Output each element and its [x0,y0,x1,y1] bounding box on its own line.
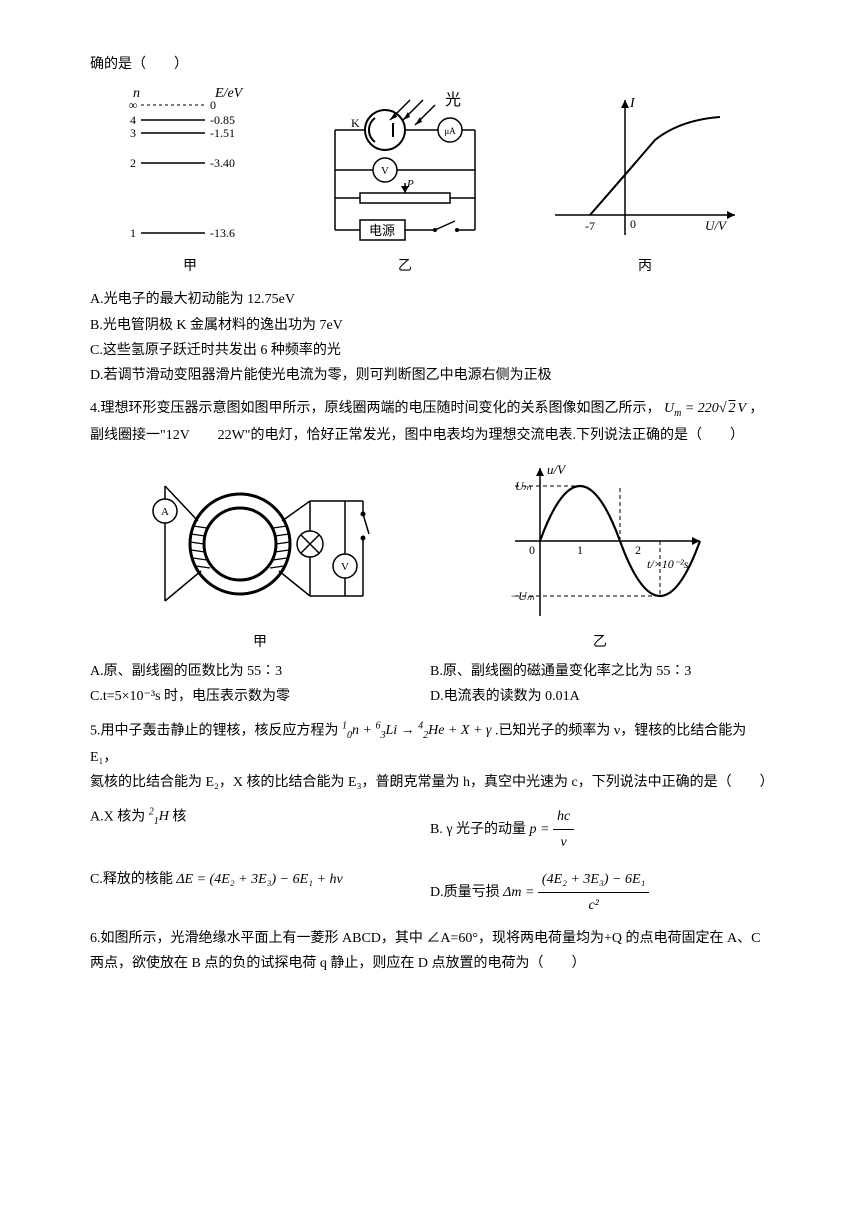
svg-text:∞: ∞ [129,98,138,112]
q3-iv-graph: I U/V -7 0 丙 [545,85,745,279]
t-axis-label: t/×10⁻²s [647,557,689,571]
svg-text:-0.85: -0.85 [210,113,235,127]
um-expr: Um = 220√2V [664,401,749,416]
ammeter-label: A [161,506,169,518]
origin: 0 [630,217,636,231]
q4-fig-label-yi: 乙 [485,630,715,655]
p-label: P [406,178,414,190]
q3-optA: A.光电子的最大初动能为 12.75eV [90,287,770,312]
level-2: 2 -3.40 [130,156,235,170]
x1-label: 1 [577,543,583,557]
q4-stem: 4.理想环形变压器示意图如图甲所示，原线圈两端的电压随时间变化的关系图像如图乙所… [90,396,770,448]
level-4: 4 -0.85 [130,113,235,127]
svg-text:2: 2 [130,156,136,170]
reaction-equation: 10n + 63Li → 42He + X + γ [342,723,495,738]
iv-svg: I U/V -7 0 [545,85,745,250]
q3-fig-label-bing: 丙 [545,254,745,279]
level-inf: ∞ 0 [129,98,216,112]
svg-text:0: 0 [210,98,216,112]
q4-options: A.原、副线圈的匝数比为 55∶3 B.原、副线圈的磁通量变化率之比为 55∶3… [90,659,770,709]
u-axis: U/V [705,218,728,233]
q3-fig-label-yi: 乙 [315,254,495,279]
level-1: 1 -13.6 [130,226,235,240]
q3-fig-label-jia: 甲 [115,254,265,279]
e-axis-label: E/eV [214,86,244,101]
level-3: 3 -1.51 [130,126,235,140]
svg-text:4: 4 [130,113,136,127]
i-axis: I [629,96,636,111]
source-label: 电源 [369,223,395,238]
svg-text:1: 1 [130,226,136,240]
svg-text:-1.51: -1.51 [210,126,235,140]
q3-circuit: 光 K μA V [315,85,495,279]
q4-fig-label-jia: 甲 [145,630,375,655]
q5-optA: A.X 核为 21H 核 [90,804,430,855]
q3-optD: D.若调节滑动变阻器滑片能使光电流为零，则可判断图乙中电源右侧为正极 [90,363,770,388]
q4-transformer: A V [145,456,375,655]
q3-optC: C.这些氢原子跃迁时共发出 6 种频率的光 [90,338,770,363]
energy-level-svg: n E/eV ∞ 0 4 -0.85 3 -1.51 2 -3.40 [115,85,265,250]
x2-label: 2 [635,543,641,557]
q5-optB: B. γ 光子的动量 p = hcν [430,804,770,855]
voltmeter-label: V [341,561,349,573]
q4-optB: B.原、副线圈的磁通量变化率之比为 55∶3 [430,659,770,684]
q3-energy-diagram: n E/eV ∞ 0 4 -0.85 3 -1.51 2 -3.40 [115,85,265,279]
q4-optA: A.原、副线圈的匝数比为 55∶3 [90,659,430,684]
q5-optD: D.质量亏损 Δm = (4E₂ + 3E₃) − 6E₁c² [430,867,770,918]
q5-stem: 5.用中子轰击静止的锂核，核反应方程为 10n + 63Li → 42He + … [90,718,770,796]
x-intercept: -7 [585,219,595,233]
k-label: K [351,116,360,130]
transformer-svg: A V [145,456,375,626]
origin-label: 0 [529,543,535,557]
u-axis-label: u/V [547,462,567,477]
q3-optB: B.光电管阴极 K 金属材料的逸出功为 7eV [90,313,770,338]
volt-label: V [381,165,389,177]
q5-optC: C.释放的核能 ΔE = (4E₂ + 3E₃) − 6E₁ + hν [90,867,430,918]
q6-stem: 6.如图所示，光滑绝缘水平面上有一菱形 ABCD，其中 ∠A=60°，现将两电荷… [90,926,770,976]
q3-figures: n E/eV ∞ 0 4 -0.85 3 -1.51 2 -3.40 [90,85,770,279]
microamp-label: μA [444,126,456,136]
q3-options: A.光电子的最大初动能为 12.75eV B.光电管阴极 K 金属材料的逸出功为… [90,287,770,388]
q5-options: A.X 核为 21H 核 B. γ 光子的动量 p = hcν C.释放的核能 … [90,804,770,919]
circuit-svg: 光 K μA V [315,85,495,250]
um-neg: −Uₘ [510,589,535,603]
um-pos: Uₘ [515,479,532,493]
q4-optD: D.电流表的读数为 0.01A [430,684,770,709]
light-label: 光 [445,91,461,109]
q4-figures: A V [90,456,770,655]
svg-text:-3.40: -3.40 [210,156,235,170]
q4-sine: u/V Uₘ −Uₘ 0 1 2 t/×10⁻²s 乙 [485,456,715,655]
q3-fragment: 确的是（ ） [90,52,770,77]
svg-text:-13.6: -13.6 [210,226,235,240]
svg-text:3: 3 [130,126,136,140]
q4-optC: C.t=5×10⁻³s 时，电压表示数为零 [90,684,430,709]
sine-svg: u/V Uₘ −Uₘ 0 1 2 t/×10⁻²s [485,456,715,626]
